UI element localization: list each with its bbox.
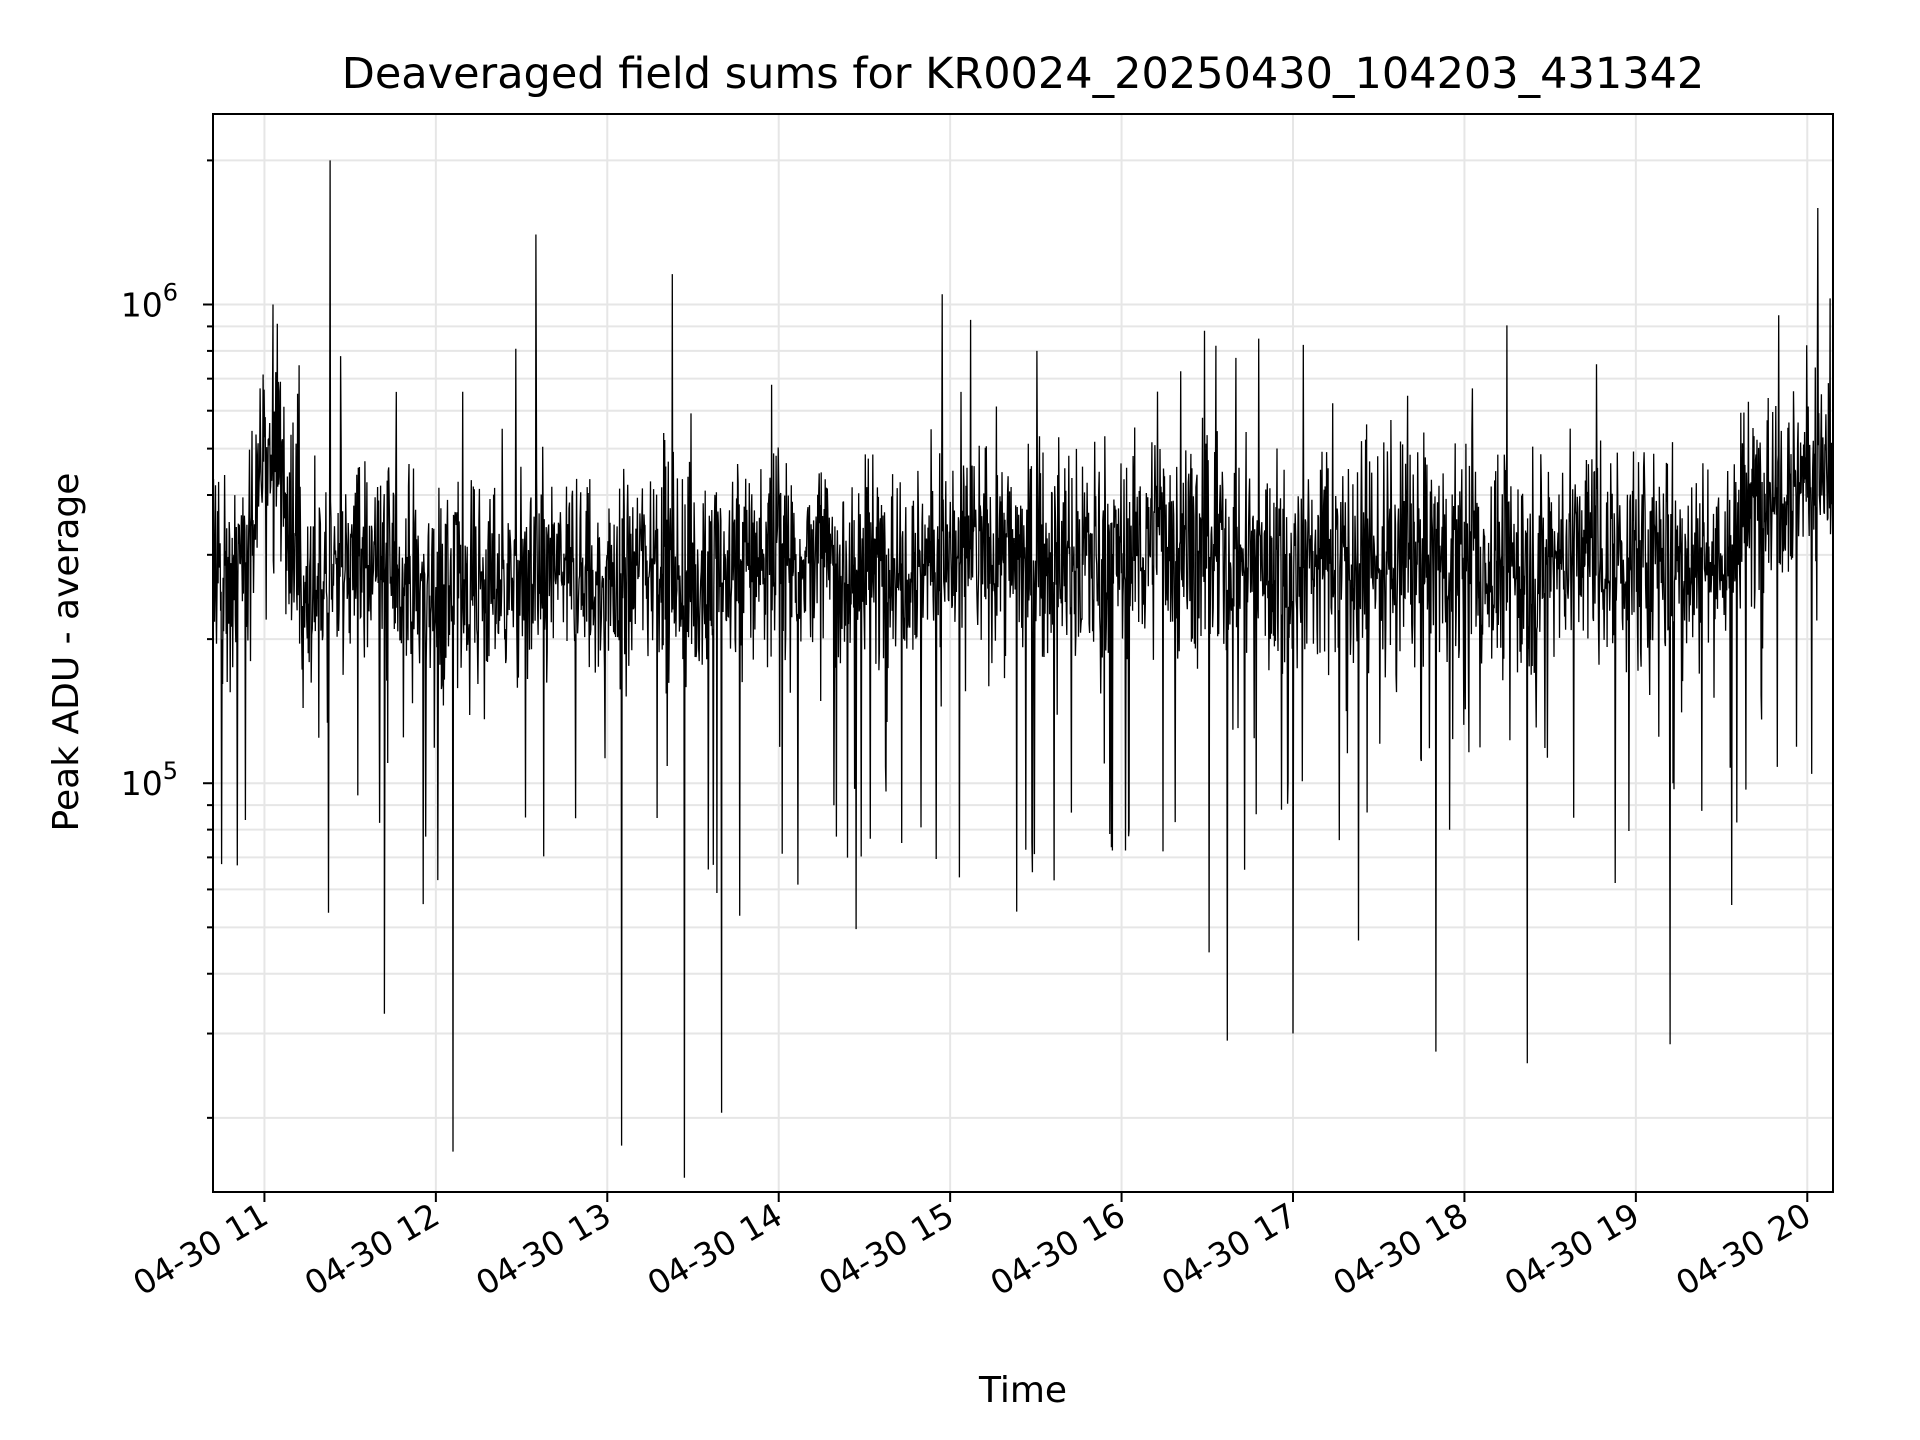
y-tick-base: 10 [121, 764, 163, 803]
y-axis-label: Peak ADU - average [46, 473, 87, 832]
chart-title: Deaveraged field sums for KR0024_2025043… [342, 49, 1705, 99]
y-tick-exponent: 6 [163, 279, 178, 307]
y-tick-label: 106 [121, 279, 178, 325]
data-series-line [213, 160, 1833, 1178]
x-axis-label: Time [978, 1370, 1067, 1411]
y-tick-label: 105 [121, 757, 178, 803]
plot-area-frame [212, 113, 1834, 1193]
y-tick-exponent: 5 [163, 757, 178, 785]
data-layer [213, 160, 1833, 1178]
y-tick-base: 10 [121, 286, 163, 325]
